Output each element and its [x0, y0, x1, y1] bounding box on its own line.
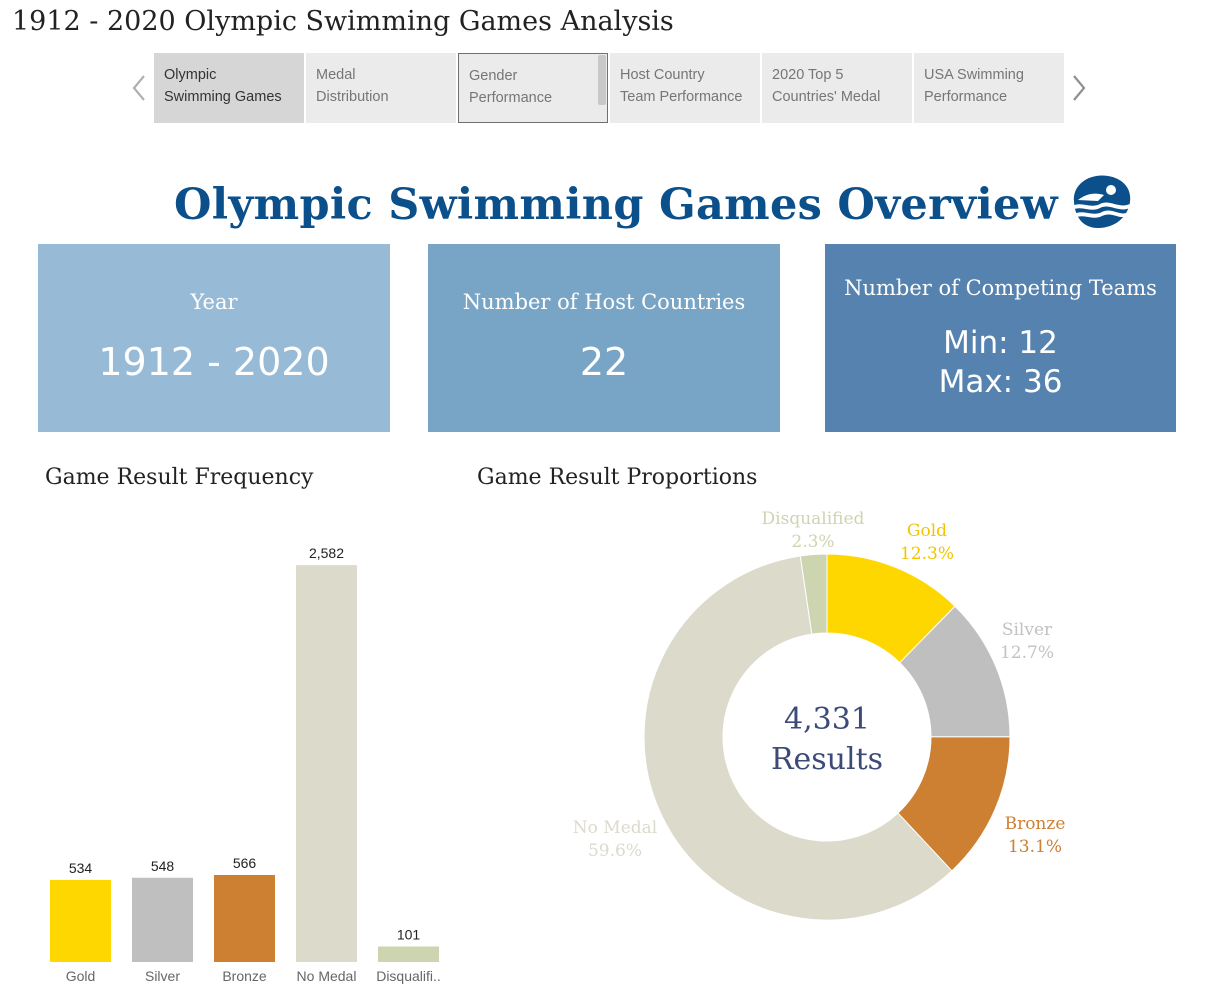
chevron-right-icon: [1073, 75, 1086, 101]
kpi-year-value: 1912 - 2020: [98, 340, 330, 384]
donut-slice-percent: 59.6%: [588, 841, 642, 861]
bar-category-label: Disqualifi..: [376, 968, 441, 984]
kpi-host-countries-value: 22: [579, 340, 629, 384]
donut-slice-percent: 12.7%: [1000, 643, 1054, 663]
donut-slice-no-medal[interactable]: [643, 555, 953, 921]
bar-value-label: 2,582: [309, 545, 344, 561]
swimmer-logo-icon: [1072, 175, 1131, 228]
tab-label-line1: 2020 Top 5: [772, 67, 844, 83]
tab-label-line1: Medal: [316, 67, 356, 83]
donut-center-label: Results: [771, 742, 883, 777]
next-tab-button[interactable]: [1068, 53, 1090, 123]
bar-category-label: Gold: [66, 968, 96, 984]
kpi-competing-teams-min: Min: 12: [943, 325, 1058, 361]
bar-no-medal[interactable]: [296, 565, 357, 962]
donut-slice-disqualified[interactable]: [799, 553, 828, 635]
tab-label-line2: Countries' Medal: [772, 89, 881, 105]
game-result-proportions-chart: Gold 12.3% Silver 12.7% Bronze 13.1% No Medal 5…: [573, 509, 1066, 921]
tab-2020-top-5-countries-medal[interactable]: 2020 Top 5 Countries' Medal: [762, 53, 912, 123]
bar-disqualifi-[interactable]: [378, 946, 439, 962]
donut-slice-percent: 12.3%: [900, 544, 954, 564]
donut-slice-name: Disqualified: [762, 509, 865, 529]
previous-tab-button[interactable]: [128, 53, 150, 123]
tab-label-line2: Swimming Games: [164, 89, 282, 105]
tab-label-line2: Team Performance: [620, 89, 743, 105]
bar-silver[interactable]: [132, 877, 193, 962]
chevron-left-icon: [132, 75, 145, 101]
bar-category-label: Bronze: [222, 968, 267, 984]
donut-chart-title: Game Result Proportions: [477, 465, 758, 490]
bar-bronze[interactable]: [214, 875, 275, 962]
kpi-year-card: Year 1912 - 2020: [38, 244, 390, 432]
story-navigator: Olympic Swimming Games Medal Distributio…: [128, 53, 1088, 123]
donut-slice-name: Gold: [907, 521, 947, 541]
kpi-year-label: Year: [190, 290, 238, 314]
tab-label-line1: USA Swimming: [924, 67, 1024, 83]
kpi-competing-teams-max: Max: 36: [938, 364, 1063, 400]
overview-title: Olympic Swimming Games Overview: [174, 180, 1058, 230]
bar-chart-title: Game Result Frequency: [45, 465, 314, 490]
tab-label-line1: Host Country: [620, 67, 705, 83]
tab-label-line2: Distribution: [316, 89, 389, 105]
tab-host-country-team-performance[interactable]: Host Country Team Performance: [610, 53, 760, 123]
tab-label-line1: Olympic: [164, 67, 217, 83]
tab-label-line2: Performance: [924, 89, 1008, 105]
kpi-competing-teams-card: Number of Competing Teams Min: 12 Max: 3…: [825, 244, 1176, 432]
donut-slice-name: Silver: [1002, 620, 1053, 640]
tab-gender-performance[interactable]: Gender Performance: [458, 53, 608, 123]
donut-slice-percent: 13.1%: [1008, 837, 1062, 857]
bar-value-label: 101: [397, 926, 421, 942]
donut-slice-name: Bronze: [1005, 814, 1066, 834]
tab-usa-swimming-performance[interactable]: USA Swimming Performance: [914, 53, 1064, 123]
tab-medal-distribution[interactable]: Medal Distribution: [306, 53, 456, 123]
donut-slice-name: No Medal: [573, 818, 657, 838]
tab-olympic-swimming-games[interactable]: Olympic Swimming Games: [154, 53, 304, 123]
bar-category-label: No Medal: [297, 968, 357, 984]
kpi-host-countries-label: Number of Host Countries: [462, 290, 746, 314]
tab-label-line1: Gender: [469, 68, 518, 84]
tab-label-line2: Performance: [469, 90, 553, 106]
game-result-frequency-chart: 534 Gold 548 Silver 566 Bronze 2,582 No Medal 10…: [50, 545, 441, 984]
kpi-host-countries-card: Number of Host Countries 22: [428, 244, 780, 432]
bar-category-label: Silver: [145, 968, 180, 984]
donut-slice-percent: 2.3%: [791, 532, 834, 552]
tab-scrollbar[interactable]: [598, 55, 606, 105]
bar-value-label: 534: [69, 860, 93, 876]
kpi-competing-teams-label: Number of Competing Teams: [844, 276, 1157, 300]
donut-center-value: 4,331: [784, 702, 870, 737]
bar-gold[interactable]: [50, 879, 111, 962]
bar-value-label: 548: [151, 858, 175, 874]
bar-value-label: 566: [233, 855, 257, 871]
app-title: 1912 - 2020 Olympic Swimming Games Analy…: [12, 6, 674, 37]
